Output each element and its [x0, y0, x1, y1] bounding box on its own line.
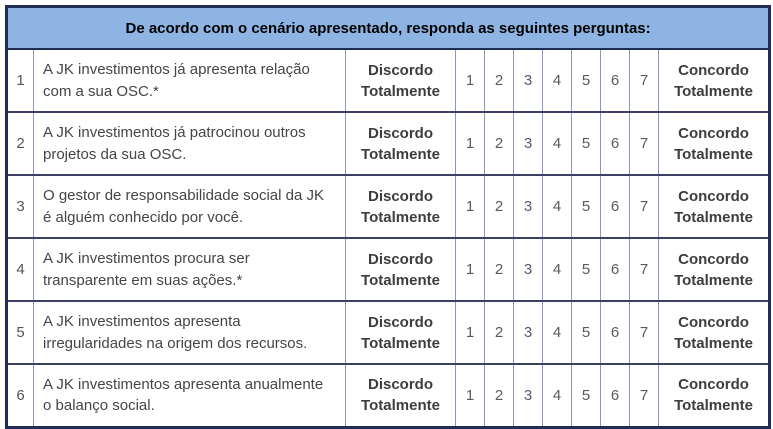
scale-max-label: Concordo Totalmente	[657, 300, 771, 365]
question-number: 3	[6, 174, 34, 239]
question-number: 1	[6, 48, 34, 113]
table-row: 6 A JK investimentos apresenta anualment…	[6, 363, 771, 428]
scale-point-2[interactable]: 2	[484, 48, 514, 113]
survey-table: De acordo com o cenário apresentado, res…	[5, 5, 772, 429]
scale-point-7[interactable]: 7	[629, 174, 659, 239]
scale-point-7[interactable]: 7	[629, 111, 659, 176]
scale-point-4[interactable]: 4	[542, 174, 572, 239]
scale-point-5[interactable]: 5	[571, 237, 601, 302]
scale-point-2[interactable]: 2	[484, 111, 514, 176]
table-row: 1 A JK investimentos já apresenta relaçã…	[6, 48, 771, 113]
scale-point-5[interactable]: 5	[571, 48, 601, 113]
question-number: 5	[6, 300, 34, 365]
scale-max-label: Concordo Totalmente	[657, 174, 771, 239]
scale-point-1[interactable]: 1	[455, 237, 485, 302]
scale-point-7[interactable]: 7	[629, 363, 659, 428]
scale-point-3[interactable]: 3	[513, 174, 543, 239]
scale-point-4[interactable]: 4	[542, 363, 572, 428]
scale-point-5[interactable]: 5	[571, 363, 601, 428]
scale-point-5[interactable]: 5	[571, 300, 601, 365]
scale-min-label: Discordo Totalmente	[345, 48, 456, 113]
scale-point-6[interactable]: 6	[600, 363, 630, 428]
scale-max-label: Concordo Totalmente	[657, 111, 771, 176]
scale-max-label: Concordo Totalmente	[657, 363, 771, 428]
scale-max-label: Concordo Totalmente	[657, 237, 771, 302]
scale-point-7[interactable]: 7	[629, 48, 659, 113]
scale-point-5[interactable]: 5	[571, 111, 601, 176]
question-text: O gestor de responsabilidade social da J…	[33, 174, 346, 239]
table-row: 5 A JK investimentos apresenta irregular…	[6, 300, 771, 365]
scale-point-7[interactable]: 7	[629, 300, 659, 365]
question-number: 4	[6, 237, 34, 302]
table-row: 4 A JK investimentos procura ser transpa…	[6, 237, 771, 302]
question-text: A JK investimentos já patrocinou outros …	[33, 111, 346, 176]
table-row: 2 A JK investimentos já patrocinou outro…	[6, 111, 771, 176]
scale-point-6[interactable]: 6	[600, 48, 630, 113]
scale-point-6[interactable]: 6	[600, 237, 630, 302]
scale-point-1[interactable]: 1	[455, 111, 485, 176]
scale-point-4[interactable]: 4	[542, 237, 572, 302]
question-number: 2	[6, 111, 34, 176]
scale-point-3[interactable]: 3	[513, 111, 543, 176]
table-header-row: De acordo com o cenário apresentado, res…	[6, 6, 770, 50]
scale-point-2[interactable]: 2	[484, 237, 514, 302]
scale-min-label: Discordo Totalmente	[345, 363, 456, 428]
table-title: De acordo com o cenário apresentado, res…	[6, 6, 770, 50]
scale-point-3[interactable]: 3	[513, 300, 543, 365]
scale-min-label: Discordo Totalmente	[345, 237, 456, 302]
table-body: 1 A JK investimentos já apresenta relaçã…	[6, 48, 771, 428]
scale-point-6[interactable]: 6	[600, 174, 630, 239]
question-text: A JK investimentos procura ser transpare…	[33, 237, 346, 302]
scale-point-4[interactable]: 4	[542, 300, 572, 365]
scale-point-1[interactable]: 1	[455, 174, 485, 239]
scale-point-6[interactable]: 6	[600, 111, 630, 176]
scale-point-1[interactable]: 1	[455, 363, 485, 428]
question-text: A JK investimentos apresenta irregularid…	[33, 300, 346, 365]
scale-point-6[interactable]: 6	[600, 300, 630, 365]
table-row: 3 O gestor de responsabilidade social da…	[6, 174, 771, 239]
scale-point-1[interactable]: 1	[455, 48, 485, 113]
scale-min-label: Discordo Totalmente	[345, 174, 456, 239]
scale-point-4[interactable]: 4	[542, 111, 572, 176]
scale-point-5[interactable]: 5	[571, 174, 601, 239]
question-text: A JK investimentos já apresenta relação …	[33, 48, 346, 113]
scale-point-3[interactable]: 3	[513, 237, 543, 302]
scale-point-1[interactable]: 1	[455, 300, 485, 365]
scale-point-2[interactable]: 2	[484, 363, 514, 428]
question-number: 6	[6, 363, 34, 428]
scale-min-label: Discordo Totalmente	[345, 300, 456, 365]
scale-point-7[interactable]: 7	[629, 237, 659, 302]
scale-max-label: Concordo Totalmente	[657, 48, 771, 113]
scale-point-3[interactable]: 3	[513, 363, 543, 428]
scale-point-2[interactable]: 2	[484, 174, 514, 239]
question-text: A JK investimentos apresenta anualmente …	[33, 363, 346, 428]
scale-min-label: Discordo Totalmente	[345, 111, 456, 176]
scale-point-3[interactable]: 3	[513, 48, 543, 113]
scale-point-2[interactable]: 2	[484, 300, 514, 365]
scale-point-4[interactable]: 4	[542, 48, 572, 113]
